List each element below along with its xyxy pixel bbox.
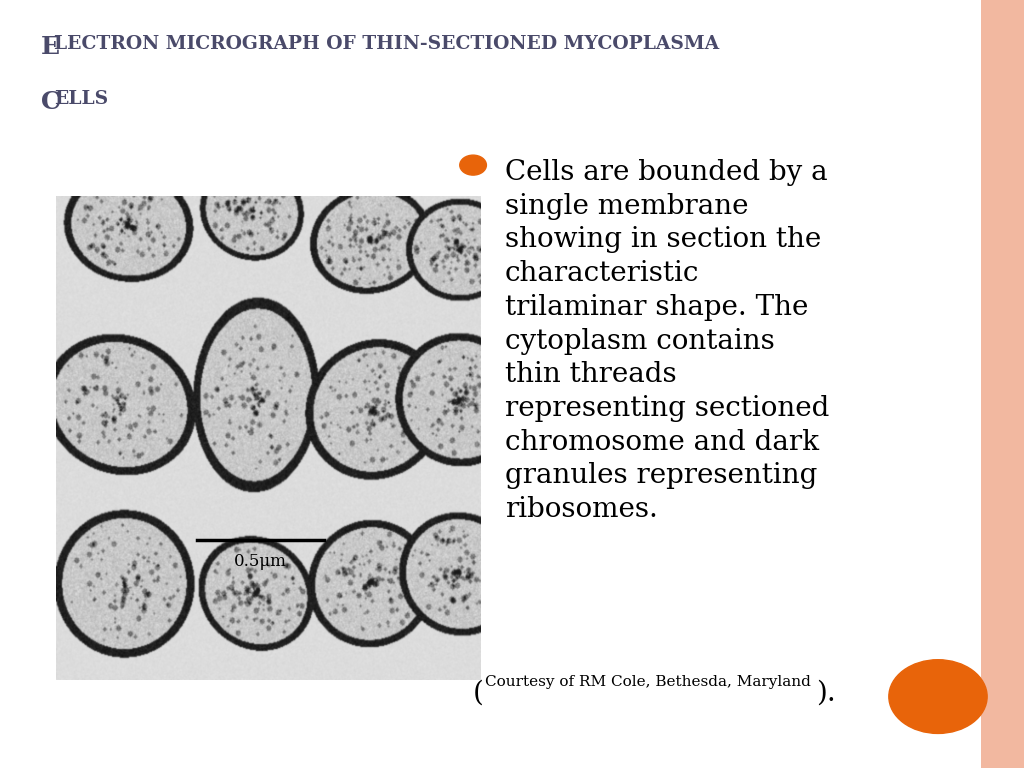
Text: E: E bbox=[41, 35, 60, 58]
Text: Courtesy of RM Cole, Bethesda, Maryland: Courtesy of RM Cole, Bethesda, Maryland bbox=[485, 675, 811, 689]
Text: ELLS: ELLS bbox=[54, 90, 109, 108]
Text: C: C bbox=[41, 90, 60, 114]
Text: Cells are bounded by a
single membrane
showing in section the
characteristic
tri: Cells are bounded by a single membrane s… bbox=[505, 159, 829, 523]
Text: (: ( bbox=[473, 680, 484, 707]
Text: ).: ). bbox=[816, 680, 836, 707]
Text: LECTRON MICROGRAPH OF THIN-SECTIONED MYCOPLASMA: LECTRON MICROGRAPH OF THIN-SECTIONED MYC… bbox=[54, 35, 720, 52]
Circle shape bbox=[460, 155, 486, 175]
FancyBboxPatch shape bbox=[981, 0, 1024, 768]
Text: 0.5μm: 0.5μm bbox=[234, 554, 287, 571]
Circle shape bbox=[889, 660, 987, 733]
